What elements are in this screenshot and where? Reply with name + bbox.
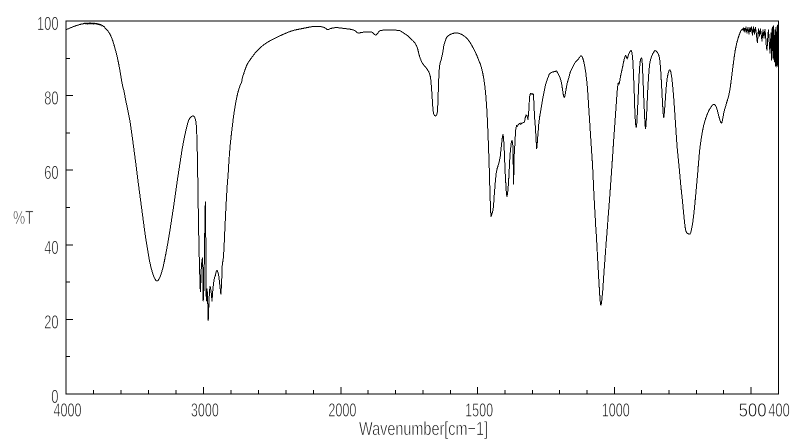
svg-text:2000: 2000 [328,401,356,422]
svg-text:500: 500 [739,401,767,422]
svg-text:1500: 1500 [465,401,493,422]
svg-text:%T: %T [13,208,34,229]
svg-text:20: 20 [44,312,58,333]
svg-text:4000: 4000 [54,401,82,422]
svg-text:3000: 3000 [191,401,219,422]
svg-text:100: 100 [37,14,59,35]
svg-text:0: 0 [51,387,58,408]
svg-text:1000: 1000 [602,401,630,422]
svg-text:Wavenumber[cm−1]: Wavenumber[cm−1] [359,419,488,440]
svg-text:400: 400 [768,401,790,422]
svg-text:60: 60 [44,163,58,184]
svg-text:80: 80 [44,89,58,110]
svg-text:40: 40 [44,238,58,259]
